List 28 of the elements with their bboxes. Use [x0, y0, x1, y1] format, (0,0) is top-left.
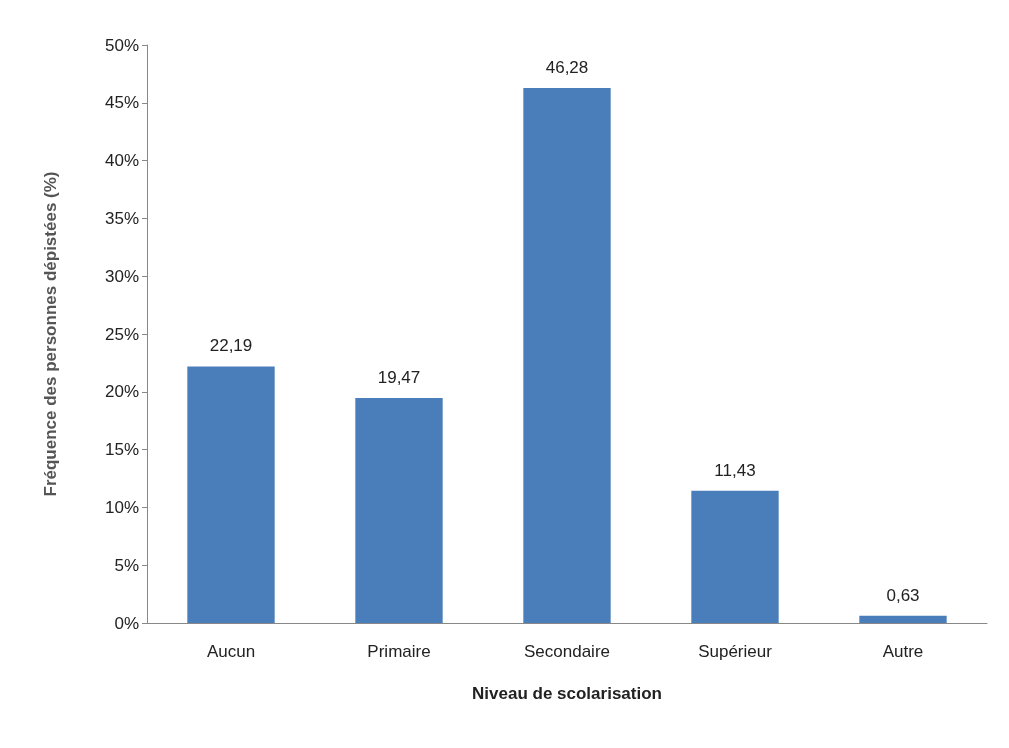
x-tick-label: Autre: [882, 642, 924, 661]
data-label: 11,43: [714, 460, 756, 480]
y-tick-label: 10%: [104, 497, 139, 517]
y-tick-label: 40%: [104, 151, 139, 171]
x-tick-label: Aucun: [206, 642, 256, 661]
y-tick-label: 50%: [104, 35, 139, 55]
x-tick-label: Primaire: [367, 642, 431, 661]
x-axis-title: Niveau de scolarisation: [472, 684, 662, 703]
y-tick-label: 30%: [104, 266, 139, 286]
y-axis-title: Fréquence des personnes dépistées (%): [41, 171, 60, 497]
data-label: 19,47: [377, 367, 421, 387]
y-tick-label: 25%: [104, 324, 139, 344]
y-tick-label: 35%: [104, 208, 139, 228]
y-tick-label: 5%: [114, 555, 139, 575]
data-label: 0,63: [886, 585, 920, 605]
bar: [187, 366, 275, 623]
bar: [691, 490, 779, 623]
data-label: 22,19: [209, 336, 253, 356]
bar: [523, 88, 611, 623]
y-tick-label: 0%: [114, 613, 139, 633]
x-tick-label: Secondaire: [523, 642, 611, 661]
y-tick-label: 20%: [104, 382, 139, 402]
data-label: 46,28: [545, 58, 589, 77]
bar: [859, 615, 947, 623]
x-tick-label: Supérieur: [698, 642, 773, 661]
y-tick-label: 45%: [104, 93, 139, 113]
bar: [355, 397, 443, 623]
y-tick-label: 15%: [104, 440, 139, 460]
